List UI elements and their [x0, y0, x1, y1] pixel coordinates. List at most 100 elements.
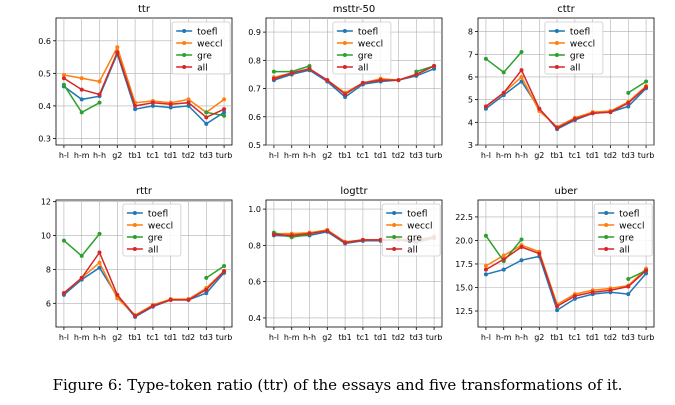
data-point-weccl [61, 72, 66, 77]
x-tick-label: h-l [481, 333, 491, 342]
legend-marker-toefl [554, 29, 559, 33]
x-tick-label: td1 [586, 151, 599, 160]
data-point-toefl [150, 103, 155, 108]
figure-caption: Figure 6: Type-token ratio (ttr) of the … [52, 376, 623, 394]
x-tick-label: g2 [322, 333, 332, 342]
legend-marker-toefl [342, 29, 347, 33]
legend-box [381, 203, 441, 257]
data-point-weccl [519, 74, 524, 79]
y-tick-label: 0.5 [38, 69, 51, 78]
y-tick-label: 17.5 [455, 260, 473, 269]
y-tick-label: 0.9 [248, 28, 261, 37]
x-tick-label: h-h [515, 333, 528, 342]
legend: toefl weccl gre all [332, 21, 392, 75]
data-point-toefl [186, 103, 191, 108]
legend: toefl weccl gre all [381, 203, 441, 257]
x-tick-label: tb1 [128, 333, 141, 342]
subplot-ttr: h-l h-m h-h g2 tb1 tc1 td1 td2 td3 turb 0.3 0.4 0.5 0… [38, 4, 233, 160]
data-point-all [501, 90, 506, 95]
x-tick-label: h-l [269, 151, 279, 160]
data-point-all [186, 297, 191, 302]
data-point-toefl [501, 267, 506, 272]
x-tick-label: tc1 [357, 333, 370, 342]
series-line-gre [627, 269, 647, 280]
data-point-weccl [79, 76, 84, 81]
subplot-uber: h-l h-m h-h g2 tb1 tc1 td1 td2 td3 turb 12.5 15.0 17… [455, 186, 655, 342]
data-point-weccl [186, 97, 191, 102]
data-point-all [519, 245, 524, 250]
data-point-all [307, 231, 312, 236]
legend-label-weccl: weccl [619, 222, 644, 232]
legend-marker-all [554, 65, 559, 69]
data-point-toefl [168, 105, 173, 110]
x-tick-label: td1 [374, 333, 387, 342]
data-point-all [608, 110, 613, 115]
x-tick-label: tb1 [550, 333, 563, 342]
data-point-all [626, 284, 631, 289]
data-point-all [271, 76, 276, 81]
x-tick-label: h-m [496, 333, 512, 342]
data-point-gre [626, 277, 631, 282]
legend-label-gre: gre [197, 52, 212, 62]
legend-label-all: all [619, 246, 630, 256]
legend-label-weccl: weccl [407, 222, 432, 232]
y-tick-label: 0.5 [248, 141, 261, 150]
data-point-all [204, 115, 209, 120]
x-tick-label: turb [638, 333, 655, 342]
y-tick-label: 6 [46, 299, 51, 308]
legend-label-gre: gre [619, 234, 634, 244]
data-point-weccl [501, 253, 506, 258]
y-tick-label: 12.5 [455, 307, 473, 316]
data-point-all [590, 111, 595, 116]
legend-label-weccl: weccl [197, 40, 222, 50]
x-tick-label: tc1 [147, 151, 160, 160]
legend-marker-all [392, 247, 397, 251]
y-tick-label: 8 [46, 265, 51, 274]
x-tick-label: h-h [93, 151, 106, 160]
y-tick-label: 12 [41, 198, 51, 207]
data-point-gre [61, 82, 66, 87]
x-tick-label: td1 [374, 151, 387, 160]
x-tick-label: td3 [410, 151, 423, 160]
legend: toefl weccl gre all [122, 203, 182, 257]
y-tick-label: 0.8 [248, 241, 261, 250]
data-point-all [360, 80, 365, 85]
subplot-title: rttr [136, 186, 153, 197]
data-point-all [79, 87, 84, 92]
data-point-all [168, 102, 173, 107]
data-point-all [378, 78, 383, 83]
data-point-all [590, 290, 595, 295]
x-tick-label: tc1 [147, 333, 160, 342]
subplot-logttr: h-l h-m h-h g2 tb1 tc1 td1 td2 td3 turb 0.4 0.6 0.8 1… [248, 186, 443, 342]
legend-marker-gre [604, 235, 609, 239]
legend-label-weccl: weccl [570, 40, 595, 50]
data-point-gre [519, 237, 524, 242]
subplot-cttr: h-l h-m h-h g2 tb1 tc1 td1 td2 td3 turb 3 4 5 6 7 8 cttr… [468, 4, 655, 160]
series-line-all [63, 250, 225, 317]
legend-box [171, 21, 231, 75]
data-point-toefl [519, 258, 524, 263]
data-point-gre [79, 253, 84, 258]
data-point-all [501, 257, 506, 262]
legend-label-gre: gre [570, 52, 585, 62]
data-point-all [626, 101, 631, 106]
data-point-all [555, 125, 560, 130]
x-tick-label: tc1 [569, 151, 582, 160]
series-line-gre [205, 265, 225, 279]
x-tick-label: turb [426, 333, 443, 342]
data-point-gre [222, 113, 227, 118]
series-all [61, 250, 227, 318]
y-tick-label: 0.6 [248, 113, 261, 122]
legend-label-all: all [570, 64, 581, 74]
x-tick-label: tb1 [338, 333, 351, 342]
y-tick-label: 22.5 [455, 213, 473, 222]
data-point-all [537, 106, 542, 111]
data-point-all [378, 237, 383, 242]
legend: toefl weccl gre all [171, 21, 231, 75]
y-tick-label: 15.0 [455, 283, 473, 292]
legend-marker-weccl [342, 41, 347, 45]
legend-label-all: all [407, 246, 418, 256]
legend-box [332, 21, 392, 75]
data-point-all [186, 100, 191, 105]
x-tick-label: h-l [59, 151, 69, 160]
